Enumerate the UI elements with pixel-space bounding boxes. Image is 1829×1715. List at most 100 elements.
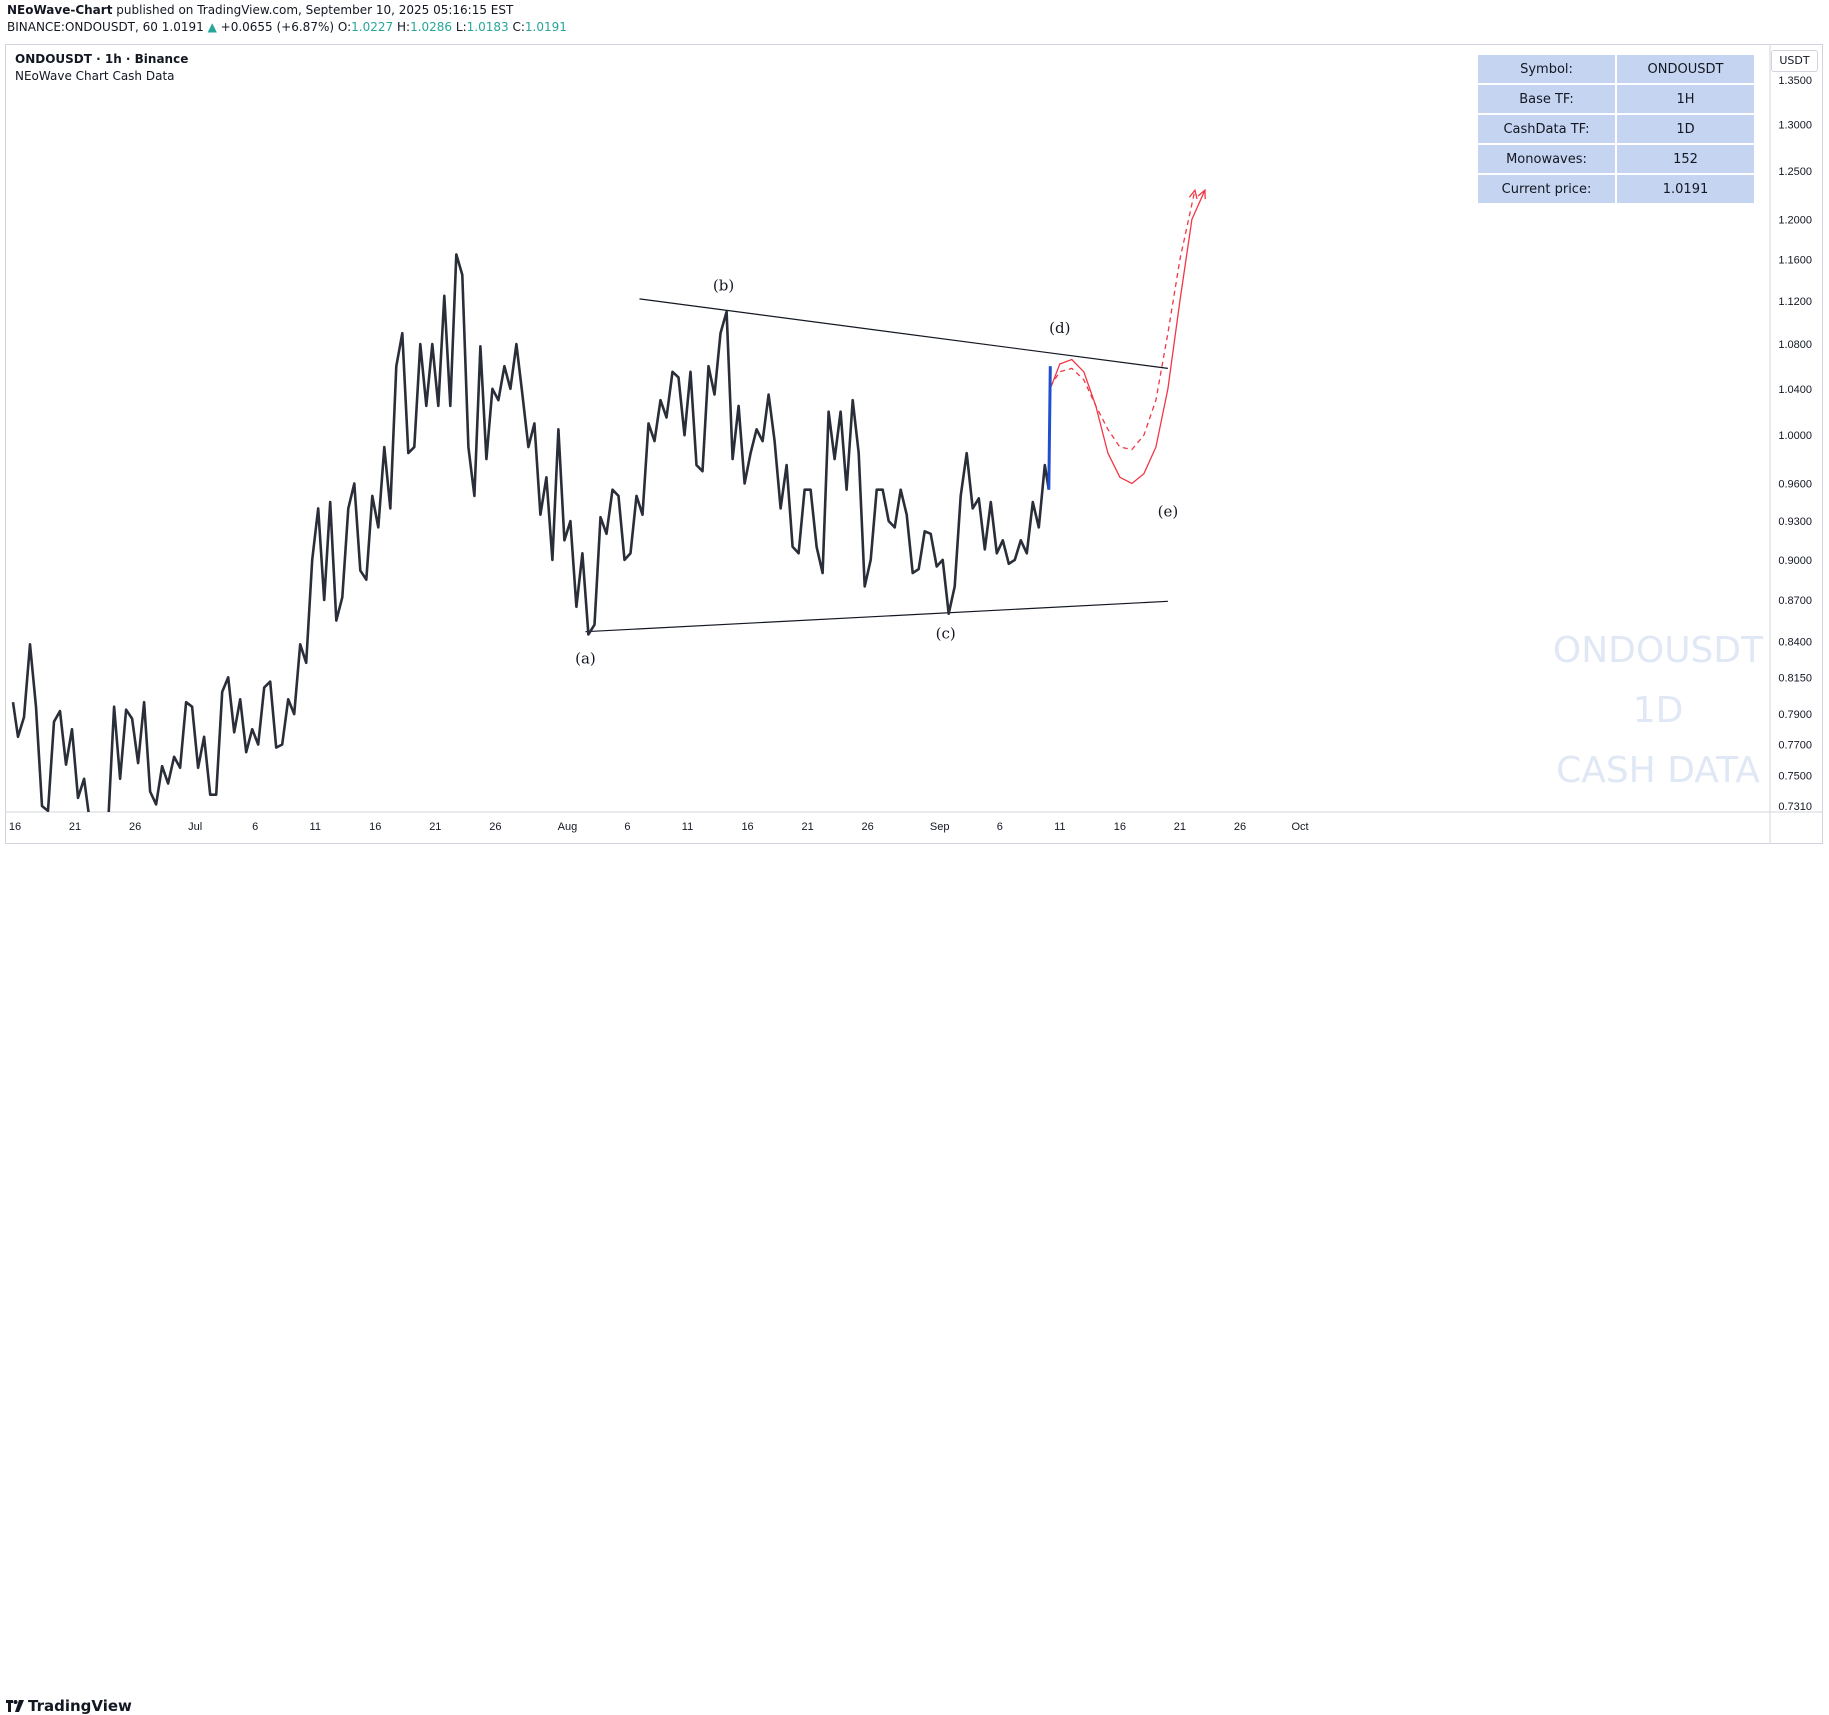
table-label: Monowaves: <box>1478 145 1615 173</box>
table-row: Base TF: 1H <box>1478 85 1754 113</box>
table-label: Base TF: <box>1478 85 1615 113</box>
x-tick-label: 16 <box>9 821 21 833</box>
y-tick-label: 1.0800 <box>1778 339 1812 351</box>
wave-label: (c) <box>936 624 956 642</box>
open-value: 1.0227 <box>351 20 394 34</box>
axes: 1.3500 1.3000 1.2500 1.2000 1.1600 1.1200 1.08… <box>6 45 1822 843</box>
y-tick-label: 0.8400 <box>1778 637 1812 649</box>
y-tick-label: 1.0400 <box>1778 384 1812 396</box>
price-series <box>11 253 1052 812</box>
table-label: Symbol: <box>1478 55 1615 83</box>
last-leg-line <box>1047 366 1052 490</box>
currency-badge[interactable]: USDT <box>1771 50 1818 72</box>
y-tick-label: 1.1600 <box>1778 255 1812 267</box>
close-value: 1.0191 <box>524 20 567 34</box>
publish-header: NEoWave-Chart published on TradingView.c… <box>0 0 1829 44</box>
y-tick-label: 0.7310 <box>1778 801 1812 813</box>
info-table: Symbol: ONDOUSDT Base TF: 1H CashData TF: 1… <box>1476 53 1756 205</box>
published-text: published on TradingView.com, September … <box>116 3 514 17</box>
open-label: O: <box>337 20 352 34</box>
chart-legend: ONDOUSDT · 1h · Binance NEoWave Chart Ca… <box>15 51 188 85</box>
x-tick-label: 11 <box>1054 821 1065 833</box>
table-label: CashData TF: <box>1478 115 1615 143</box>
y-tick-label: 0.7500 <box>1778 771 1812 783</box>
x-tick-label: 26 <box>489 821 501 833</box>
wave-label: (e) <box>1158 502 1179 520</box>
table-label: Current price: <box>1478 175 1615 203</box>
x-tick-label: 21 <box>801 821 813 833</box>
x-tick-label: Jul <box>188 821 202 833</box>
y-tick-label: 0.8700 <box>1778 595 1812 607</box>
x-tick-label: 11 <box>310 821 321 833</box>
trendline-upper <box>639 298 1168 369</box>
projection-arrowhead <box>1188 188 1198 200</box>
tradingview-logo[interactable]: TradingView <box>6 1697 132 1715</box>
y-tick-label: 1.1200 <box>1778 296 1812 308</box>
x-tick-label: 16 <box>741 821 753 833</box>
wave-label: (d) <box>1049 319 1070 337</box>
x-tick-label: Aug <box>558 821 578 833</box>
x-tick-label: 6 <box>252 821 258 833</box>
close-label: C: <box>512 20 525 34</box>
projection-path-solid <box>1049 189 1206 485</box>
projection-arrowhead <box>1197 188 1206 200</box>
y-tick-label: 0.7900 <box>1778 709 1812 721</box>
trendlines <box>585 298 1168 633</box>
footer-bar: TradingView <box>0 847 1829 1715</box>
projections <box>1049 188 1206 485</box>
last-price: 1.0191 <box>161 20 204 34</box>
watermark-timeframe: 1D <box>1632 690 1684 731</box>
table-value: ONDOUSDT <box>1617 55 1754 83</box>
y-tick-label: 1.3000 <box>1778 120 1812 132</box>
ohlc-line: BINANCE:ONDOUSDT, 60 1.0191 ▲ +0.0655 (+… <box>7 20 567 34</box>
y-tick-label: 1.3500 <box>1778 75 1812 87</box>
author-name[interactable]: NEoWave-Chart <box>7 3 113 17</box>
high-value: 1.0286 <box>410 20 453 34</box>
wave-labels: (a) (b) (c) (d) (e) <box>575 277 1178 668</box>
change-arrow-icon: ▲ <box>207 20 217 34</box>
x-tick-label: 16 <box>1114 821 1126 833</box>
table-row: CashData TF: 1D <box>1478 115 1754 143</box>
x-tick-label: 16 <box>369 821 381 833</box>
legend-title: ONDOUSDT · 1h · Binance <box>15 52 189 66</box>
y-tick-label: 0.7700 <box>1778 739 1812 751</box>
wave-label: (a) <box>575 650 596 668</box>
price-chart[interactable]: 1.3500 1.3000 1.2500 1.2000 1.1600 1.1200 1.08… <box>0 0 1829 877</box>
y-tick-label: 0.9000 <box>1778 555 1812 567</box>
x-tick-label: 21 <box>429 821 441 833</box>
x-tick-label: 21 <box>69 821 81 833</box>
change-value: +0.0655 (+6.87%) <box>220 20 335 34</box>
x-tick-label: Oct <box>1291 821 1308 833</box>
price-line <box>11 253 1051 812</box>
symbol-line: BINANCE:ONDOUSDT, 60 <box>7 20 158 34</box>
trendline-lower <box>585 600 1168 633</box>
wave-label: (b) <box>713 277 734 295</box>
table-value: 1D <box>1617 115 1754 143</box>
y-tick-label: 1.0000 <box>1778 430 1812 442</box>
y-tick-label: 1.2000 <box>1778 214 1812 226</box>
low-value: 1.0183 <box>466 20 509 34</box>
y-tick-label: 1.2500 <box>1778 166 1812 178</box>
legend-indicator: NEoWave Chart Cash Data <box>15 69 175 83</box>
watermark-caption: CASH DATA <box>1556 750 1760 791</box>
tradingview-logo-icon <box>6 1700 24 1712</box>
x-tick-label: 21 <box>1174 821 1186 833</box>
publish-line: NEoWave-Chart published on TradingView.c… <box>7 3 513 17</box>
table-value: 152 <box>1617 145 1754 173</box>
table-value: 1.0191 <box>1617 175 1754 203</box>
watermark-symbol: ONDOUSDT <box>1552 630 1764 671</box>
table-value: 1H <box>1617 85 1754 113</box>
projection-path-dashed <box>1049 190 1196 451</box>
x-tick-label: Sep <box>930 821 950 833</box>
tradingview-logo-text: TradingView <box>28 1697 132 1715</box>
low-label: L: <box>455 20 467 34</box>
x-tick-label: 26 <box>862 821 874 833</box>
table-row: Symbol: ONDOUSDT <box>1478 55 1754 83</box>
x-tick-label: 6 <box>624 821 630 833</box>
x-tick-label: 26 <box>1234 821 1246 833</box>
x-tick-label: 11 <box>682 821 693 833</box>
y-tick-label: 0.9600 <box>1778 478 1812 490</box>
y-tick-label: 0.9300 <box>1778 516 1812 528</box>
table-row: Current price: 1.0191 <box>1478 175 1754 203</box>
high-label: H: <box>396 20 411 34</box>
